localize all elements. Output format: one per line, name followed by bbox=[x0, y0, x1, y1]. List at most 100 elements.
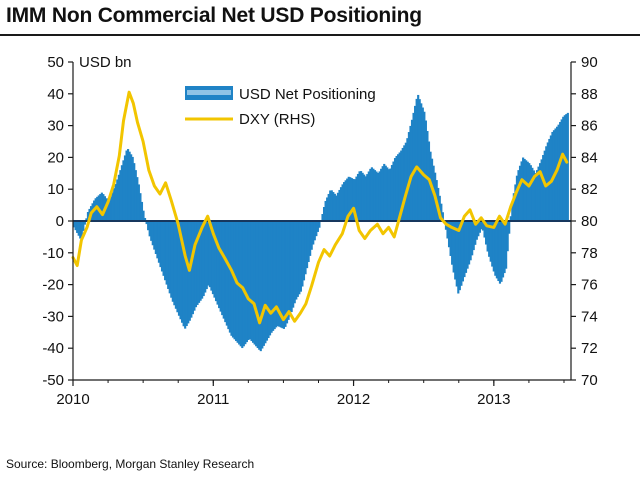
positioning-bar bbox=[464, 221, 468, 273]
positioning-bar bbox=[134, 170, 137, 221]
positioning-bar bbox=[494, 221, 497, 276]
positioning-bar bbox=[474, 221, 477, 245]
positioning-bar bbox=[185, 221, 188, 327]
x-tick-label: 2011 bbox=[197, 391, 229, 408]
positioning-bar bbox=[256, 221, 259, 349]
positioning-bar bbox=[267, 221, 270, 339]
left-tick-label: 0 bbox=[56, 213, 64, 230]
positioning-bar bbox=[452, 221, 455, 273]
positioning-bar bbox=[565, 114, 568, 221]
x-tick-label: 2010 bbox=[56, 391, 89, 408]
positioning-bar bbox=[99, 194, 102, 221]
positioning-bar bbox=[480, 221, 483, 230]
positioning-bar bbox=[407, 132, 410, 221]
positioning-bar bbox=[335, 195, 338, 221]
positioning-bar bbox=[418, 99, 421, 221]
positioning-bar bbox=[339, 187, 343, 221]
positioning-bar bbox=[446, 221, 449, 239]
positioning-bar bbox=[275, 221, 278, 328]
left-axis-label: USD bn bbox=[79, 54, 132, 71]
x-tick-label: 2013 bbox=[477, 391, 510, 408]
right-tick-label: 88 bbox=[581, 86, 598, 103]
positioning-bar bbox=[119, 170, 122, 221]
positioning-bar bbox=[310, 221, 313, 250]
right-tick-label: 84 bbox=[581, 149, 598, 166]
positioning-bar bbox=[458, 221, 461, 291]
positioning-bar bbox=[221, 221, 224, 316]
left-tick-label: -20 bbox=[42, 277, 64, 294]
positioning-bar bbox=[153, 221, 156, 250]
positioning-bar bbox=[469, 221, 472, 261]
positioning-bar bbox=[380, 168, 383, 221]
positioning-bar bbox=[518, 165, 522, 221]
positioning-bar bbox=[468, 221, 471, 265]
positioning-bar bbox=[498, 221, 502, 284]
positioning-bar bbox=[309, 221, 312, 256]
positioning-bar bbox=[242, 221, 245, 347]
positioning-bar bbox=[85, 218, 88, 221]
legend-bar-swatch-highlight bbox=[187, 90, 231, 95]
positioning-bar bbox=[306, 221, 309, 269]
positioning-bar bbox=[366, 174, 369, 221]
positioning-bar bbox=[526, 161, 529, 221]
positioning-bar bbox=[304, 221, 307, 275]
positioning-bar bbox=[250, 221, 253, 342]
positioning-bar bbox=[367, 171, 370, 221]
positioning-bar bbox=[540, 159, 543, 221]
left-tick-label: 40 bbox=[47, 86, 64, 103]
positioning-bar bbox=[177, 221, 181, 316]
left-tick-label: -50 bbox=[42, 372, 64, 389]
positioning-bar bbox=[404, 142, 407, 221]
positioning-bar bbox=[375, 171, 378, 221]
positioning-bar bbox=[182, 221, 185, 327]
positioning-bar bbox=[73, 221, 76, 228]
positioning-bar bbox=[528, 163, 531, 221]
positioning-bar bbox=[415, 98, 418, 221]
left-tick-label: 20 bbox=[47, 149, 64, 166]
positioning-bar bbox=[128, 151, 131, 221]
positioning-bar bbox=[414, 105, 417, 221]
positioning-bar bbox=[154, 221, 157, 254]
positioning-bar bbox=[515, 175, 519, 221]
positioning-bar bbox=[202, 221, 205, 297]
positioning-bar bbox=[219, 221, 222, 312]
positioning-bar bbox=[383, 163, 386, 221]
positioning-bar bbox=[489, 221, 492, 262]
positioning-bar bbox=[140, 201, 144, 221]
positioning-bar bbox=[384, 165, 387, 221]
positioning-bar bbox=[378, 171, 381, 221]
positioning-bar bbox=[74, 221, 77, 231]
positioning-bar bbox=[228, 221, 231, 333]
positioning-bar bbox=[159, 221, 162, 268]
dxy-line bbox=[71, 90, 569, 325]
positioning-bar bbox=[230, 221, 233, 336]
positioning-bar bbox=[333, 193, 336, 221]
positioning-bar bbox=[122, 160, 125, 221]
positioning-bar bbox=[174, 221, 177, 309]
left-tick-label: 50 bbox=[47, 54, 64, 71]
positioning-bar bbox=[100, 192, 103, 221]
positioning-bar bbox=[205, 221, 208, 290]
positioning-bar bbox=[509, 216, 512, 221]
positioning-bar bbox=[131, 156, 134, 221]
positioning-bar bbox=[76, 221, 79, 233]
positioning-bar bbox=[214, 221, 218, 302]
positioning-bar bbox=[287, 221, 290, 320]
positioning-bar bbox=[218, 221, 221, 309]
positioning-bar bbox=[327, 193, 330, 221]
positioning-bar bbox=[165, 221, 168, 285]
positioning-bar bbox=[330, 190, 333, 221]
positioning-bar bbox=[273, 221, 276, 330]
positioning-bar bbox=[105, 198, 108, 221]
positioning-bar bbox=[258, 221, 261, 350]
positioning-bar bbox=[534, 173, 537, 221]
positioning-bar bbox=[392, 161, 395, 221]
positioning-bar bbox=[522, 157, 525, 221]
positioning-bar bbox=[461, 221, 464, 282]
positioning-bar bbox=[438, 195, 441, 221]
chart-area: 50403020100-10-20-30-40-5090888684828078… bbox=[42, 54, 598, 408]
legend-entry-positioning: USD Net Positioning bbox=[239, 86, 376, 103]
left-tick-label: -40 bbox=[42, 340, 64, 357]
positioning-bar bbox=[370, 167, 373, 221]
positioning-bar bbox=[248, 221, 252, 340]
